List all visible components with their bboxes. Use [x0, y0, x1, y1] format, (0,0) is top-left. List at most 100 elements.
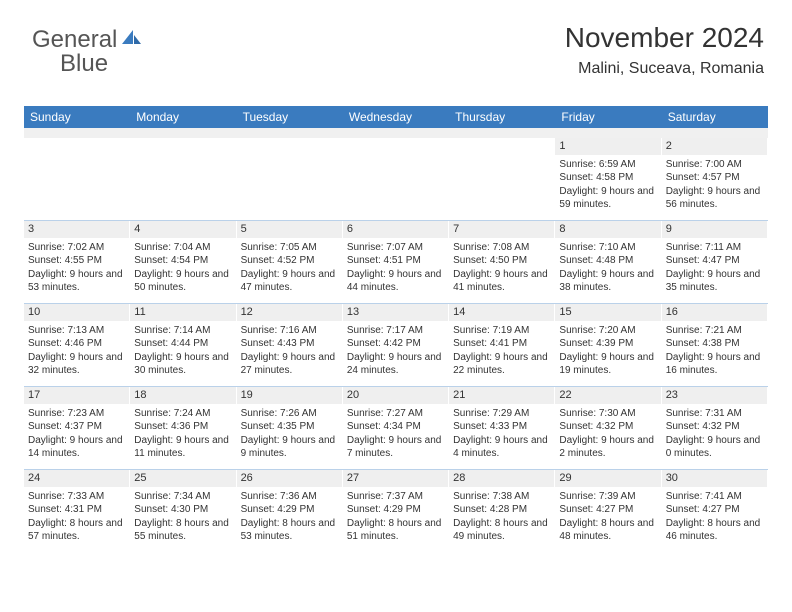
sunrise-text: Sunrise: 7:23 AM	[28, 407, 125, 421]
brand-word1: General	[32, 26, 117, 53]
week-divider	[24, 469, 768, 470]
sunrise-text: Sunrise: 6:59 AM	[559, 158, 656, 172]
week-divider	[24, 303, 768, 304]
daylight-text: Daylight: 9 hours and 22 minutes.	[453, 351, 550, 378]
week-row: 17Sunrise: 7:23 AMSunset: 4:37 PMDayligh…	[24, 387, 768, 469]
sunset-text: Sunset: 4:41 PM	[453, 337, 550, 351]
sunset-text: Sunset: 4:42 PM	[347, 337, 444, 351]
sunset-text: Sunset: 4:34 PM	[347, 420, 444, 434]
daylight-text: Daylight: 9 hours and 19 minutes.	[559, 351, 656, 378]
sunset-text: Sunset: 4:36 PM	[134, 420, 231, 434]
empty-cell: .	[24, 138, 130, 220]
daylight-text: Daylight: 9 hours and 16 minutes.	[666, 351, 763, 378]
day-cell: 14 Sunrise: 7:19 AMSunset: 4:41 PMDayligh…	[449, 304, 555, 386]
daylight-text: Daylight: 9 hours and 44 minutes.	[347, 268, 444, 295]
day-cell: 28Sunrise: 7:38 AMSunset: 4:28 PMDayligh…	[449, 470, 555, 552]
sunset-text: Sunset: 4:50 PM	[453, 254, 550, 268]
sunrise-text: Sunrise: 7:00 AM	[666, 158, 763, 172]
day-number: 27	[343, 470, 448, 487]
sunrise-text: Sunrise: 7:13 AM	[28, 324, 125, 338]
daylight-text: Daylight: 9 hours and 30 minutes.	[134, 351, 231, 378]
daylight-text: Daylight: 9 hours and 38 minutes.	[559, 268, 656, 295]
day-cell: 11Sunrise: 7:14 AMSunset: 4:44 PMDayligh…	[130, 304, 236, 386]
daylight-text: Daylight: 8 hours and 57 minutes.	[28, 517, 125, 544]
daylight-text: Daylight: 9 hours and 24 minutes.	[347, 351, 444, 378]
daylight-text: Daylight: 9 hours and 59 minutes.	[559, 185, 656, 212]
day-number: 25	[130, 470, 235, 487]
day-number: 12	[237, 304, 342, 321]
sunrise-text: Sunrise: 7:19 AM	[453, 324, 550, 338]
day-cell: 24Sunrise: 7:33 AMSunset: 4:31 PMDayligh…	[24, 470, 130, 552]
week-row: 10Sunrise: 7:13 AMSunset: 4:46 PMDayligh…	[24, 304, 768, 386]
daylight-text: Daylight: 9 hours and 41 minutes.	[453, 268, 550, 295]
daylight-text: Daylight: 9 hours and 50 minutes.	[134, 268, 231, 295]
sunset-text: Sunset: 4:32 PM	[559, 420, 656, 434]
day-number: 7	[449, 221, 554, 238]
day-cell: 18Sunrise: 7:24 AMSunset: 4:36 PMDayligh…	[130, 387, 236, 469]
day-header-monday: Monday	[130, 106, 236, 128]
sunset-text: Sunset: 4:52 PM	[241, 254, 338, 268]
sunrise-text: Sunrise: 7:34 AM	[134, 490, 231, 504]
daylight-text: Daylight: 9 hours and 32 minutes.	[28, 351, 125, 378]
empty-cell: .	[130, 138, 236, 220]
day-cell: 1Sunrise: 6:59 AMSunset: 4:58 PMDaylight…	[555, 138, 661, 220]
sunrise-text: Sunrise: 7:39 AM	[559, 490, 656, 504]
week-row: .....1Sunrise: 6:59 AMSunset: 4:58 PMDay…	[24, 138, 768, 220]
day-number: 13	[343, 304, 448, 321]
day-number: 19	[237, 387, 342, 404]
day-cell: 29Sunrise: 7:39 AMSunset: 4:27 PMDayligh…	[555, 470, 661, 552]
day-number: 29	[555, 470, 660, 487]
sunrise-text: Sunrise: 7:07 AM	[347, 241, 444, 255]
day-header-tuesday: Tuesday	[237, 106, 343, 128]
day-cell: 26Sunrise: 7:36 AMSunset: 4:29 PMDayligh…	[237, 470, 343, 552]
day-number: 21	[449, 387, 554, 404]
sunrise-text: Sunrise: 7:20 AM	[559, 324, 656, 338]
day-header-sunday: Sunday	[24, 106, 130, 128]
day-cell: 30Sunrise: 7:41 AMSunset: 4:27 PMDayligh…	[662, 470, 768, 552]
day-number: 14	[449, 304, 554, 321]
day-header-saturday: Saturday	[662, 106, 768, 128]
daylight-text: Daylight: 9 hours and 7 minutes.	[347, 434, 444, 461]
day-cell: 8Sunrise: 7:10 AMSunset: 4:48 PMDaylight…	[555, 221, 661, 303]
day-cell: 2Sunrise: 7:00 AMSunset: 4:57 PMDaylight…	[662, 138, 768, 220]
daylight-text: Daylight: 9 hours and 4 minutes.	[453, 434, 550, 461]
day-cell: 21Sunrise: 7:29 AMSunset: 4:33 PMDayligh…	[449, 387, 555, 469]
week-divider	[24, 386, 768, 387]
sunset-text: Sunset: 4:58 PM	[559, 171, 656, 185]
day-cell: 7 Sunrise: 7:08 AMSunset: 4:50 PMDaylight…	[449, 221, 555, 303]
sunset-text: Sunset: 4:51 PM	[347, 254, 444, 268]
brand-logo: General Blue	[32, 28, 143, 76]
sunset-text: Sunset: 4:44 PM	[134, 337, 231, 351]
sunrise-text: Sunrise: 7:11 AM	[666, 241, 763, 255]
sunrise-text: Sunrise: 7:24 AM	[134, 407, 231, 421]
sunrise-text: Sunrise: 7:08 AM	[453, 241, 550, 255]
sunrise-text: Sunrise: 7:14 AM	[134, 324, 231, 338]
daylight-text: Daylight: 8 hours and 51 minutes.	[347, 517, 444, 544]
day-number: 4	[130, 221, 235, 238]
week-row: 3Sunrise: 7:02 AMSunset: 4:55 PMDaylight…	[24, 221, 768, 303]
sunset-text: Sunset: 4:31 PM	[28, 503, 125, 517]
sunset-text: Sunset: 4:39 PM	[559, 337, 656, 351]
daylight-text: Daylight: 9 hours and 47 minutes.	[241, 268, 338, 295]
daylight-text: Daylight: 9 hours and 53 minutes.	[28, 268, 125, 295]
week-divider	[24, 220, 768, 221]
day-number: 30	[662, 470, 767, 487]
empty-cell: .	[343, 138, 449, 220]
daylight-text: Daylight: 9 hours and 2 minutes.	[559, 434, 656, 461]
sunset-text: Sunset: 4:35 PM	[241, 420, 338, 434]
day-cell: 13 Sunrise: 7:17 AMSunset: 4:42 PMDayligh…	[343, 304, 449, 386]
day-header-thursday: Thursday	[449, 106, 555, 128]
day-cell: 25Sunrise: 7:34 AMSunset: 4:30 PMDayligh…	[130, 470, 236, 552]
day-number: 24	[24, 470, 129, 487]
daylight-text: Daylight: 9 hours and 27 minutes.	[241, 351, 338, 378]
day-number: 16	[662, 304, 767, 321]
sunrise-text: Sunrise: 7:21 AM	[666, 324, 763, 338]
sunrise-text: Sunrise: 7:17 AM	[347, 324, 444, 338]
day-header-friday: Friday	[555, 106, 661, 128]
day-number: 26	[237, 470, 342, 487]
day-cell: 5Sunrise: 7:05 AMSunset: 4:52 PMDaylight…	[237, 221, 343, 303]
sunset-text: Sunset: 4:29 PM	[241, 503, 338, 517]
sunrise-text: Sunrise: 7:04 AM	[134, 241, 231, 255]
day-cell: 19Sunrise: 7:26 AMSunset: 4:35 PMDayligh…	[237, 387, 343, 469]
day-cell: 4Sunrise: 7:04 AMSunset: 4:54 PMDaylight…	[130, 221, 236, 303]
